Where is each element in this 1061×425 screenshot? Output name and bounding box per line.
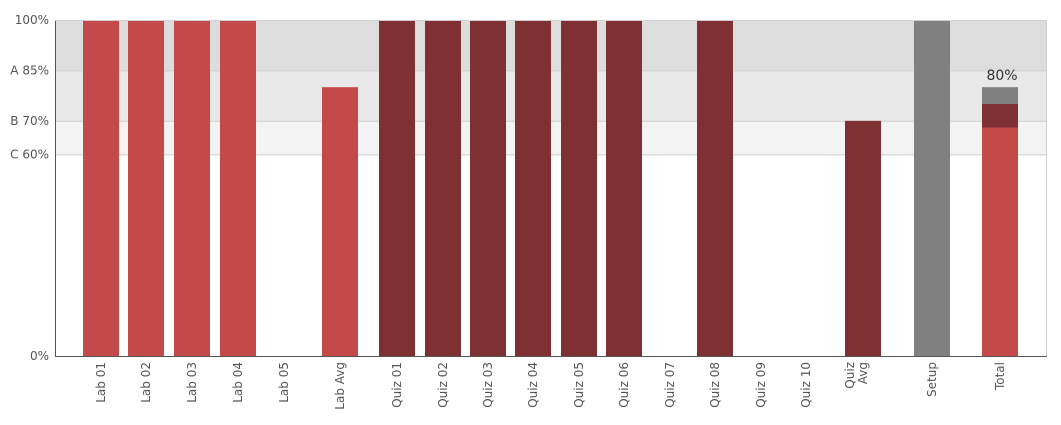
y-tick-label-60: C 60% — [10, 147, 49, 161]
x-tick-label-quiz-07: Quiz 07 — [663, 362, 677, 408]
x-tick-label-quiz-avg-line-0: Quiz — [843, 362, 857, 389]
bar-total-0 — [982, 127, 1018, 357]
x-tick-label-quiz-01: Quiz 01 — [390, 362, 404, 408]
x-tick-label-setup: Setup — [925, 362, 939, 397]
x-tick-label-quiz-04: Quiz 04 — [526, 362, 540, 408]
bar-total-1 — [982, 104, 1018, 128]
y-tick-label-100: 100% — [15, 13, 49, 27]
bar-quiz-05-1 — [561, 20, 597, 356]
x-tick-label-lab-03: Lab 03 — [185, 362, 199, 403]
bar-quiz-06-1 — [606, 20, 642, 356]
y-tick-label-0: 0% — [30, 349, 49, 363]
x-tick-label-quiz-08: Quiz 08 — [708, 362, 722, 408]
x-tick-label-lab-02: Lab 02 — [139, 362, 153, 403]
bar-lab-02-0 — [128, 20, 164, 356]
bar-lab-01-0 — [83, 20, 119, 356]
bar-setup-2 — [914, 20, 950, 356]
x-tick-label-quiz-10: Quiz 10 — [799, 362, 813, 408]
x-tick-label-lab-04: Lab 04 — [231, 362, 245, 403]
x-tick-label-quiz-09: Quiz 09 — [754, 362, 768, 408]
bar-quiz-04-1 — [515, 20, 551, 356]
x-tick-label-quiz-avg-line-1: Avg — [856, 362, 870, 384]
bar-quiz-02-1 — [425, 20, 461, 356]
x-tick-label-lab-05: Lab 05 — [277, 362, 291, 403]
bars — [83, 20, 1018, 357]
bar-quiz-avg-1 — [845, 120, 881, 356]
y-tick-label-70: B 70% — [10, 114, 49, 128]
x-tick-label-lab-01: Lab 01 — [94, 362, 108, 403]
bar-lab-03-0 — [174, 20, 210, 356]
x-tick-label-quiz-03: Quiz 03 — [481, 362, 495, 408]
x-tick-labels: Lab 01 Lab 02 Lab 03 Lab 04 Lab 05 Lab Avg Qui… — [94, 362, 1007, 410]
y-tick-labels: 0% C 60% B 70% A 85% 100% — [10, 13, 49, 363]
x-tick-label-quiz-02: Quiz 02 — [436, 362, 450, 408]
bar-lab-04-0 — [220, 20, 256, 356]
bar-lab-avg-0 — [322, 87, 358, 356]
data-labels: 80% — [986, 68, 1017, 84]
axes — [55, 20, 1047, 357]
bar-total-2 — [982, 87, 1018, 104]
bar-quiz-08-1 — [697, 20, 733, 356]
bar-quiz-01-1 — [379, 20, 415, 356]
y-tick-label-85: A 85% — [10, 63, 49, 77]
x-tick-label-total: Total — [993, 362, 1007, 391]
x-tick-label-quiz-05: Quiz 05 — [572, 362, 586, 408]
x-tick-label-lab-avg: Lab Avg — [333, 362, 347, 410]
x-tick-label-quiz-06: Quiz 06 — [617, 362, 631, 408]
bar-quiz-03-1 — [470, 20, 506, 356]
data-label-total: 80% — [986, 68, 1017, 84]
